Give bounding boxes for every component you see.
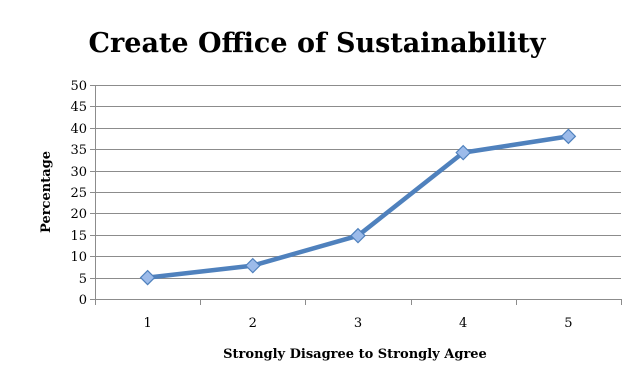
data-point-marker xyxy=(560,128,577,145)
data-point-marker xyxy=(139,269,156,286)
gridlines xyxy=(95,85,621,279)
y-tick-label: 5 xyxy=(79,272,87,287)
y-axis-label: Percentage xyxy=(39,151,54,233)
chart-title: Create Office of Sustainability xyxy=(89,28,547,59)
x-tick-label: 5 xyxy=(564,316,572,331)
y-tick-label: 15 xyxy=(70,229,87,244)
data-point-marker xyxy=(244,257,261,274)
y-tick-label: 50 xyxy=(70,79,87,94)
x-tick-label: 4 xyxy=(459,316,467,331)
data-point-marker xyxy=(455,144,472,161)
y-tick-label: 0 xyxy=(79,293,87,308)
series xyxy=(139,128,577,286)
y-tick-label: 35 xyxy=(70,143,87,158)
y-tick-label: 25 xyxy=(70,186,87,201)
x-axis-label: Strongly Disagree to Strongly Agree xyxy=(223,347,487,362)
x-tick-label: 2 xyxy=(249,316,257,331)
y-tick-label: 20 xyxy=(70,207,87,222)
x-tick-label: 3 xyxy=(354,316,362,331)
axes xyxy=(90,85,622,305)
data-point-marker xyxy=(350,227,366,244)
x-tick-label: 1 xyxy=(143,316,151,331)
y-tick-label: 40 xyxy=(70,122,87,137)
y-tick-label: 10 xyxy=(70,250,87,265)
y-tick-label: 45 xyxy=(70,100,87,115)
y-tick-label: 30 xyxy=(70,165,87,180)
